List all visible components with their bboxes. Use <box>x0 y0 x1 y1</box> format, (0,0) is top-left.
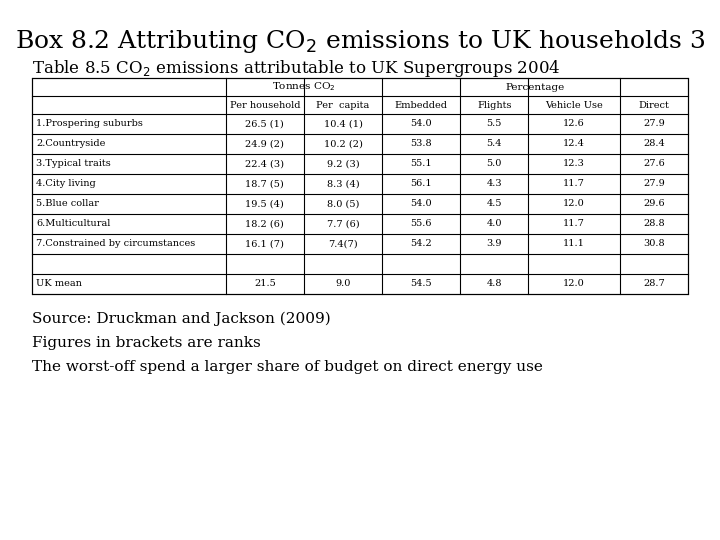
Text: 53.8: 53.8 <box>410 139 432 148</box>
Text: 9.2 (3): 9.2 (3) <box>327 159 359 168</box>
Text: 12.0: 12.0 <box>563 199 585 208</box>
Text: Box 8.2 Attributing CO$_2$ emissions to UK households 3: Box 8.2 Attributing CO$_2$ emissions to … <box>15 28 705 55</box>
Text: 11.1: 11.1 <box>563 240 585 248</box>
Text: Embedded: Embedded <box>395 100 448 110</box>
Text: 19.5 (4): 19.5 (4) <box>246 199 284 208</box>
Text: 8.0 (5): 8.0 (5) <box>327 199 359 208</box>
Text: 27.9: 27.9 <box>643 179 665 188</box>
Text: 28.8: 28.8 <box>643 219 665 228</box>
Text: 11.7: 11.7 <box>563 219 585 228</box>
Text: 29.6: 29.6 <box>643 199 665 208</box>
Text: 11.7: 11.7 <box>563 179 585 188</box>
Text: 1.Prospering suburbs: 1.Prospering suburbs <box>36 119 143 129</box>
Text: 18.2 (6): 18.2 (6) <box>246 219 284 228</box>
Text: 28.7: 28.7 <box>643 280 665 288</box>
Text: 4.5: 4.5 <box>487 199 502 208</box>
Text: 6.Multicultural: 6.Multicultural <box>36 219 110 228</box>
Text: Tonnes CO$_2$: Tonnes CO$_2$ <box>272 80 336 93</box>
Text: 4.0: 4.0 <box>487 219 502 228</box>
Text: Percentage: Percentage <box>505 83 564 91</box>
Text: 5.0: 5.0 <box>487 159 502 168</box>
Text: 27.6: 27.6 <box>643 159 665 168</box>
Text: 12.0: 12.0 <box>563 280 585 288</box>
Text: 55.6: 55.6 <box>410 219 432 228</box>
Text: 54.0: 54.0 <box>410 119 432 129</box>
Text: 55.1: 55.1 <box>410 159 432 168</box>
Text: 7.7 (6): 7.7 (6) <box>327 219 359 228</box>
Text: 27.9: 27.9 <box>643 119 665 129</box>
Text: Vehicle Use: Vehicle Use <box>545 100 603 110</box>
Text: 4.3: 4.3 <box>487 179 502 188</box>
Bar <box>32 78 688 294</box>
Text: Direct: Direct <box>639 100 670 110</box>
Text: 54.5: 54.5 <box>410 280 432 288</box>
Text: Flights: Flights <box>477 100 511 110</box>
Text: Table 8.5 CO$_2$ emissions attributable to UK Supergroups 2004: Table 8.5 CO$_2$ emissions attributable … <box>32 58 560 79</box>
Text: 7.4(7): 7.4(7) <box>328 240 358 248</box>
Text: 10.2 (2): 10.2 (2) <box>323 139 362 148</box>
Text: Per household: Per household <box>230 100 300 110</box>
Text: Source: Druckman and Jackson (2009): Source: Druckman and Jackson (2009) <box>32 312 330 326</box>
Text: 12.6: 12.6 <box>563 119 585 129</box>
Text: 22.4 (3): 22.4 (3) <box>246 159 284 168</box>
Text: 12.4: 12.4 <box>563 139 585 148</box>
Text: 5.4: 5.4 <box>487 139 502 148</box>
Text: 30.8: 30.8 <box>643 240 665 248</box>
Text: 9.0: 9.0 <box>336 280 351 288</box>
Text: 7.Constrained by circumstances: 7.Constrained by circumstances <box>36 240 195 248</box>
Text: 21.5: 21.5 <box>254 280 276 288</box>
Text: 18.7 (5): 18.7 (5) <box>246 179 284 188</box>
Text: The worst-off spend a larger share of budget on direct energy use: The worst-off spend a larger share of bu… <box>32 360 543 374</box>
Text: 8.3 (4): 8.3 (4) <box>327 179 359 188</box>
Text: 5.5: 5.5 <box>487 119 502 129</box>
Text: Per  capita: Per capita <box>316 100 369 110</box>
Text: 5.Blue collar: 5.Blue collar <box>36 199 99 208</box>
Text: 54.0: 54.0 <box>410 199 432 208</box>
Text: 3.Typical traits: 3.Typical traits <box>36 159 111 168</box>
Text: 54.2: 54.2 <box>410 240 432 248</box>
Text: 56.1: 56.1 <box>410 179 432 188</box>
Text: 10.4 (1): 10.4 (1) <box>323 119 362 129</box>
Text: UK mean: UK mean <box>36 280 82 288</box>
Text: 16.1 (7): 16.1 (7) <box>246 240 284 248</box>
Text: 24.9 (2): 24.9 (2) <box>246 139 284 148</box>
Text: 2.Countryside: 2.Countryside <box>36 139 105 148</box>
Text: 28.4: 28.4 <box>643 139 665 148</box>
Text: Figures in brackets are ranks: Figures in brackets are ranks <box>32 336 261 350</box>
Text: 26.5 (1): 26.5 (1) <box>246 119 284 129</box>
Text: 3.9: 3.9 <box>487 240 502 248</box>
Text: 12.3: 12.3 <box>563 159 585 168</box>
Text: 4.City living: 4.City living <box>36 179 96 188</box>
Text: 4.8: 4.8 <box>487 280 502 288</box>
